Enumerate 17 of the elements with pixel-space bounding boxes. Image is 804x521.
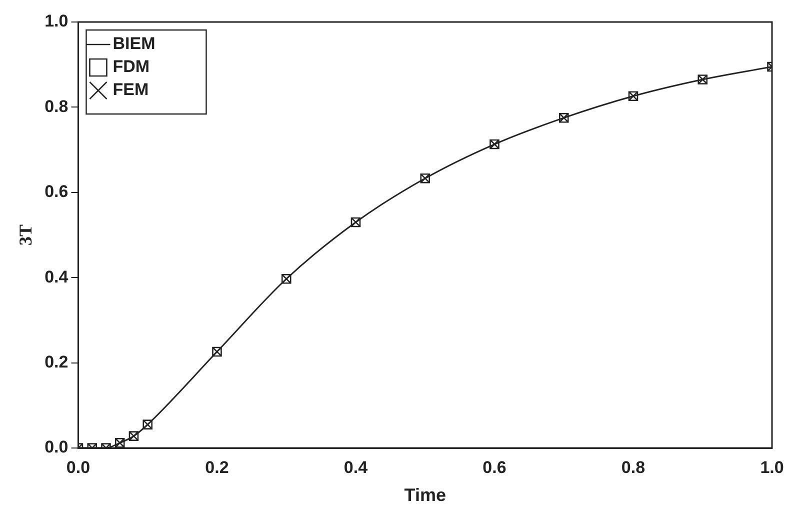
x-tick-label: 0.4: [344, 458, 368, 477]
y-tick-label: 0.6: [44, 182, 68, 202]
y-tick-label: 0.8: [44, 96, 68, 116]
y-tick-label: 0.0: [44, 438, 68, 457]
y-tick-label: 1.0: [44, 12, 68, 31]
x-tick-label: 0.8: [621, 458, 646, 477]
y-tick-label: 0.4: [44, 267, 69, 286]
legend-label: FEM: [112, 80, 149, 100]
x-tick-label: 0.6: [482, 458, 506, 477]
x-tick-label: 1.0: [760, 458, 784, 477]
legend-label: BIEM: [112, 34, 156, 54]
y-tick-label: 0.2: [44, 352, 68, 372]
x-tick-label: 0.2: [205, 458, 229, 477]
y-axis-title: 3T: [15, 224, 36, 246]
legend-label: FDM: [112, 57, 150, 76]
x-tick-label: 0.0: [66, 458, 90, 477]
x-axis-title: Time: [404, 485, 446, 506]
